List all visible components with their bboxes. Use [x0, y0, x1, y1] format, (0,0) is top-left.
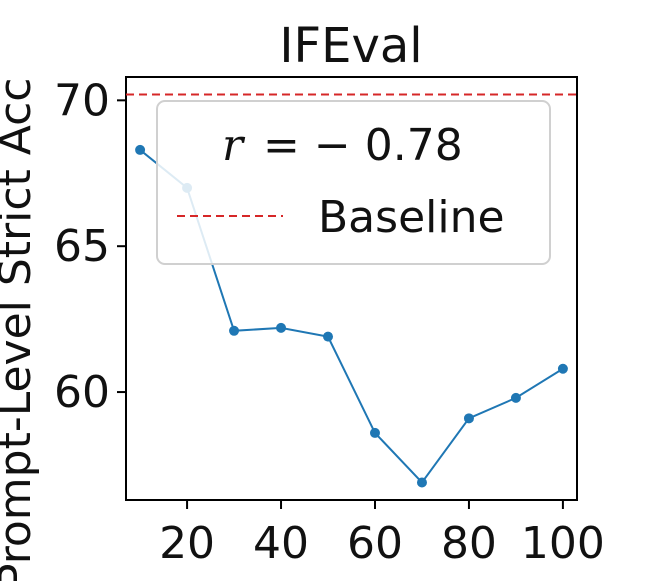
legend: r = − 0.78 Baseline — [156, 100, 551, 265]
x-tick-label: 60 — [347, 518, 403, 569]
data-point — [135, 144, 146, 155]
y-tick-label: 65 — [54, 221, 110, 272]
legend-box — [156, 100, 551, 265]
x-tick-label: 80 — [441, 518, 497, 569]
legend-r-value: = − 0.78 — [263, 120, 463, 171]
data-point — [276, 322, 287, 333]
y-axis-label: Prompt-Level Strict Acc — [0, 78, 41, 581]
legend-baseline-label: Baseline — [318, 192, 505, 243]
legend-r-symbol: r — [222, 120, 246, 171]
y-ticks: 60 65 70 — [54, 75, 126, 418]
x-tick-label: 40 — [253, 518, 309, 569]
data-point — [369, 427, 380, 438]
data-point — [416, 477, 427, 488]
data-point — [323, 331, 334, 342]
legend-r-annotation: r = − 0.78 — [222, 120, 463, 171]
x-tick-label: 100 — [521, 518, 605, 569]
data-point — [229, 325, 240, 336]
data-point — [557, 363, 568, 374]
data-point — [510, 392, 521, 403]
y-tick-label: 70 — [54, 75, 110, 126]
x-tick-label: 20 — [159, 518, 215, 569]
data-point — [463, 413, 474, 424]
chart-title: IFEval — [279, 18, 422, 74]
y-tick-label: 60 — [54, 367, 110, 418]
x-ticks: 20 40 60 80 100 — [159, 500, 605, 569]
